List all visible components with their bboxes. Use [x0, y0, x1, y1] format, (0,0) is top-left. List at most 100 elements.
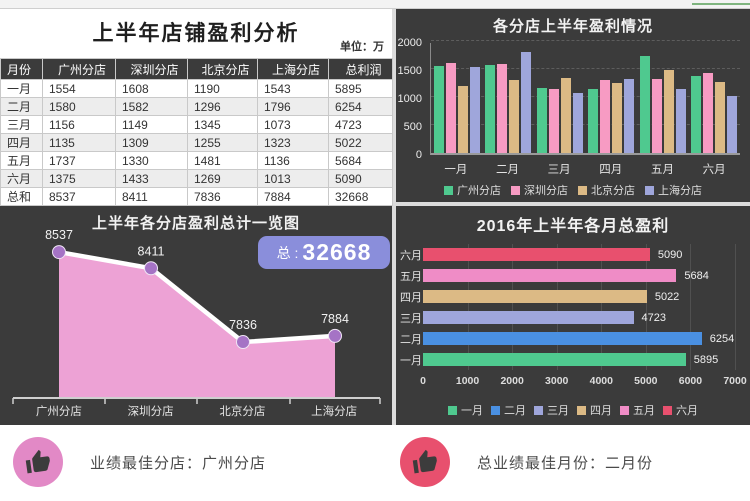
legend: 广州分店 深圳分店 北京分店 上海分店	[396, 182, 750, 198]
table-cell[interactable]: 1135	[42, 133, 116, 152]
table-cell[interactable]: 1796	[257, 97, 329, 116]
table-cell[interactable]: 1737	[42, 151, 116, 170]
gridline	[601, 244, 603, 370]
table-cell[interactable]: 1481	[187, 151, 258, 170]
legend-swatch	[448, 405, 457, 415]
legend-label: 北京分店	[591, 185, 635, 197]
best-branch-item: 业绩最佳分店：广州分店	[13, 437, 266, 487]
bar-group	[691, 72, 738, 153]
bar-广州分店	[536, 88, 547, 153]
legend-item: 上海分店	[645, 182, 702, 198]
bar-row: 五月 5684	[396, 265, 750, 286]
bar-广州分店	[433, 65, 444, 153]
legend-label: 一月	[461, 405, 483, 417]
legend-label: 二月	[504, 405, 526, 417]
table-cell[interactable]: 1136	[257, 151, 329, 170]
x-tick-label: 3000	[545, 375, 569, 387]
table-row: 总和 8537 8411 7836 7884 32668	[0, 187, 393, 206]
grouped-bar-chart-panel: 各分店上半年盈利情况 0 500 1000 1500 2000 一月 二月 三月 四月 五月 六月…	[396, 9, 750, 202]
legend-item: 三月	[534, 402, 569, 418]
table-cell[interactable]: 1296	[187, 97, 258, 116]
y-axis: 0 500 1000 1500 2000	[396, 37, 426, 161]
bar-北京分店	[457, 86, 468, 153]
y-tick-label: 1000	[397, 93, 422, 105]
table-cell[interactable]: 1330	[115, 151, 188, 170]
total-badge-value: 32668	[302, 239, 372, 265]
legend-item: 广州分店	[444, 182, 501, 198]
row-header-cell[interactable]: 一月	[0, 79, 43, 98]
row-header-cell[interactable]: 三月	[0, 115, 43, 134]
table-cell[interactable]: 1149	[115, 115, 188, 134]
table-cell[interactable]: 32668	[328, 187, 393, 206]
table-cell[interactable]: 8411	[115, 187, 188, 206]
table-cell[interactable]: 1309	[115, 133, 188, 152]
row-header-cell[interactable]: 总和	[0, 187, 43, 206]
table-cell[interactable]: 1554	[42, 79, 116, 98]
row-header-cell[interactable]: 六月	[0, 169, 43, 188]
unit-label: 单位：万	[340, 41, 384, 53]
bar-value-label: 5895	[693, 353, 719, 366]
table-cell[interactable]: 1345	[187, 115, 258, 134]
bar-上海分店	[727, 96, 738, 153]
row-header-cell[interactable]: 五月	[0, 151, 43, 170]
row-header-cell[interactable]: 四月	[0, 133, 43, 152]
table-cell[interactable]: 7884	[257, 187, 329, 206]
legend: 一月 二月 三月 四月 五月 六月	[396, 402, 750, 418]
table-cell[interactable]: 1073	[257, 115, 329, 134]
table-cell[interactable]: 5090	[328, 169, 393, 188]
column-header: 上海分店	[257, 58, 329, 80]
data-point-label: 8537	[45, 228, 73, 242]
table-cell[interactable]: 5022	[328, 133, 393, 152]
table-cell[interactable]: 1323	[257, 133, 329, 152]
table-cell[interactable]: 1580	[42, 97, 116, 116]
row-header-cell[interactable]: 二月	[0, 97, 43, 116]
profit-table-panel: 上半年店铺盈利分析 单位：万 月份 广州分店 深圳分店 北京分店 上海分店 总利润 一月 1…	[0, 9, 393, 206]
bar-上海分店	[521, 52, 532, 153]
area-chart-panel: 上半年各分店盈利总计一览图 8537 8411 7836 7884 总 : 32668…	[0, 206, 392, 425]
column-header: 总利润	[328, 58, 393, 80]
legend-label: 上海分店	[658, 185, 702, 197]
x-axis-labels: 一月 二月 三月 四月 五月 六月	[430, 161, 740, 177]
bar-深圳分店	[445, 62, 456, 153]
table-row: 五月 1737 1330 1481 1136 5684	[0, 151, 393, 170]
legend-label: 六月	[676, 405, 698, 417]
bar-value-label: 6254	[709, 332, 735, 345]
table-cell[interactable]: 1582	[115, 97, 188, 116]
bar-row: 二月 6254	[396, 328, 750, 349]
table-cell[interactable]: 1156	[42, 115, 116, 134]
table-cell[interactable]: 1608	[115, 79, 188, 98]
bar-row: 四月 5022	[396, 286, 750, 307]
area-line	[56, 249, 338, 345]
table-cell[interactable]: 1433	[115, 169, 188, 188]
table-cell[interactable]: 8537	[42, 187, 116, 206]
bar-group	[485, 52, 532, 153]
table-cell[interactable]: 1190	[187, 79, 258, 98]
table-cell[interactable]: 1375	[42, 169, 116, 188]
x-tick-label: 上海分店	[311, 406, 358, 418]
table-cell[interactable]: 1255	[187, 133, 258, 152]
legend-swatch	[645, 185, 654, 195]
gridline	[556, 244, 558, 370]
table-cell[interactable]: 1543	[257, 79, 329, 98]
gridline	[512, 244, 514, 370]
table-cell[interactable]: 6254	[328, 97, 393, 116]
bar-row: 六月 5090	[396, 244, 750, 265]
hbar-plot: 六月 5090 五月 5684 四月 5022 三月 4723 二月 6254 一月 5895	[396, 244, 750, 372]
table-cell[interactable]: 5684	[328, 151, 393, 170]
x-tick-label: 6000	[678, 375, 703, 387]
legend-item: 北京分店	[578, 182, 635, 198]
table-cell[interactable]: 1269	[187, 169, 258, 188]
bar-group	[536, 77, 583, 153]
table-cell[interactable]: 5895	[328, 79, 393, 98]
best-month-item: 总业绩最佳月份：二月份	[400, 437, 653, 487]
gridline	[735, 244, 736, 370]
table-cell[interactable]: 1013	[257, 169, 329, 188]
bar-北京分店	[509, 80, 520, 153]
table-cell[interactable]: 7836	[187, 187, 258, 206]
table-cell[interactable]: 4723	[328, 115, 393, 134]
legend-swatch	[534, 405, 543, 415]
column-header: 广州分店	[42, 58, 116, 80]
y-tick-label: 500	[403, 121, 422, 133]
profit-table: 月份 广州分店 深圳分店 北京分店 上海分店 总利润 一月 1554 1608 1190 1543…	[0, 58, 393, 206]
gridline	[467, 244, 469, 370]
